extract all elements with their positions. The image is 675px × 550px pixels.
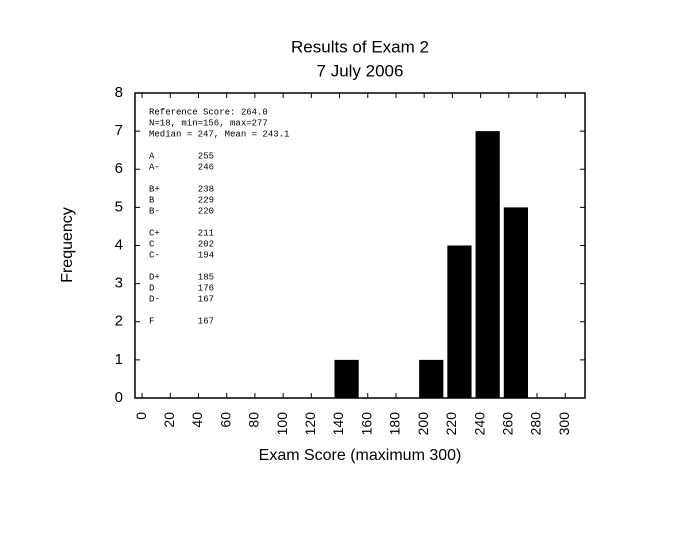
grade-score: 255 <box>198 151 214 161</box>
x-tick-label: 280 <box>528 412 544 436</box>
x-tick-label: 40 <box>189 412 205 428</box>
x-tick-label: 220 <box>443 412 459 436</box>
grade-label: D+ <box>149 272 160 282</box>
grade-label: B- <box>149 206 160 216</box>
bar <box>503 207 528 398</box>
bar <box>419 359 444 398</box>
x-tick-label: 300 <box>556 412 572 436</box>
grade-label: C <box>149 239 155 249</box>
grade-score: 167 <box>198 294 214 304</box>
grade-score: 229 <box>198 195 214 205</box>
x-axis-label: Exam Score (maximum 300) <box>259 447 462 464</box>
grade-label: A <box>149 151 155 161</box>
grade-score: 176 <box>198 283 214 293</box>
chart-subtitle: 7 July 2006 <box>317 61 404 80</box>
grade-score: 185 <box>198 272 214 282</box>
grade-score: 167 <box>198 316 214 326</box>
grade-label: D- <box>149 294 160 304</box>
grade-score: 194 <box>198 250 214 260</box>
grade-score: 220 <box>198 206 214 216</box>
x-tick-label: 160 <box>358 412 374 436</box>
y-tick-label: 1 <box>115 351 123 368</box>
x-tick-label: 240 <box>471 412 487 436</box>
grade-label: F <box>149 316 154 326</box>
y-tick-label: 7 <box>115 122 123 139</box>
x-tick-label: 100 <box>274 412 290 436</box>
grade-score: 202 <box>198 239 214 249</box>
chart-title: Results of Exam 2 <box>291 37 429 56</box>
bar <box>334 359 359 398</box>
x-tick-label: 60 <box>217 412 233 428</box>
annotation: Reference Score: 264.0 <box>149 107 268 117</box>
y-tick-label: 2 <box>115 313 123 330</box>
annotation: N=18, min=156, max=277 <box>149 118 268 128</box>
y-axis-label: Frequency <box>59 207 76 283</box>
grade-score: 246 <box>198 162 214 172</box>
x-tick-label: 260 <box>500 412 516 436</box>
x-tick-label: 0 <box>133 412 149 420</box>
x-tick-label: 80 <box>246 412 262 428</box>
x-tick-label: 200 <box>415 412 431 436</box>
bar <box>475 131 500 398</box>
grade-label: C+ <box>149 228 160 238</box>
annotation: Median = 247, Mean = 243.1 <box>149 129 289 139</box>
grade-score: 211 <box>198 228 214 238</box>
y-tick-label: 3 <box>115 275 123 292</box>
y-tick-label: 6 <box>115 160 123 177</box>
grade-label: C- <box>149 250 160 260</box>
grade-label: B <box>149 195 155 205</box>
y-tick-label: 8 <box>115 84 123 101</box>
x-tick-label: 140 <box>330 412 346 436</box>
y-tick-label: 4 <box>115 236 123 253</box>
x-tick-label: 20 <box>161 412 177 428</box>
y-tick-label: 5 <box>115 198 123 215</box>
grade-label: A- <box>149 162 160 172</box>
grade-label: B+ <box>149 184 160 194</box>
grade-score: 238 <box>198 184 214 194</box>
grade-label: D <box>149 283 154 293</box>
x-tick-label: 180 <box>387 412 403 436</box>
y-tick-label: 0 <box>115 389 123 406</box>
bar <box>447 245 472 398</box>
x-tick-label: 120 <box>302 412 318 436</box>
